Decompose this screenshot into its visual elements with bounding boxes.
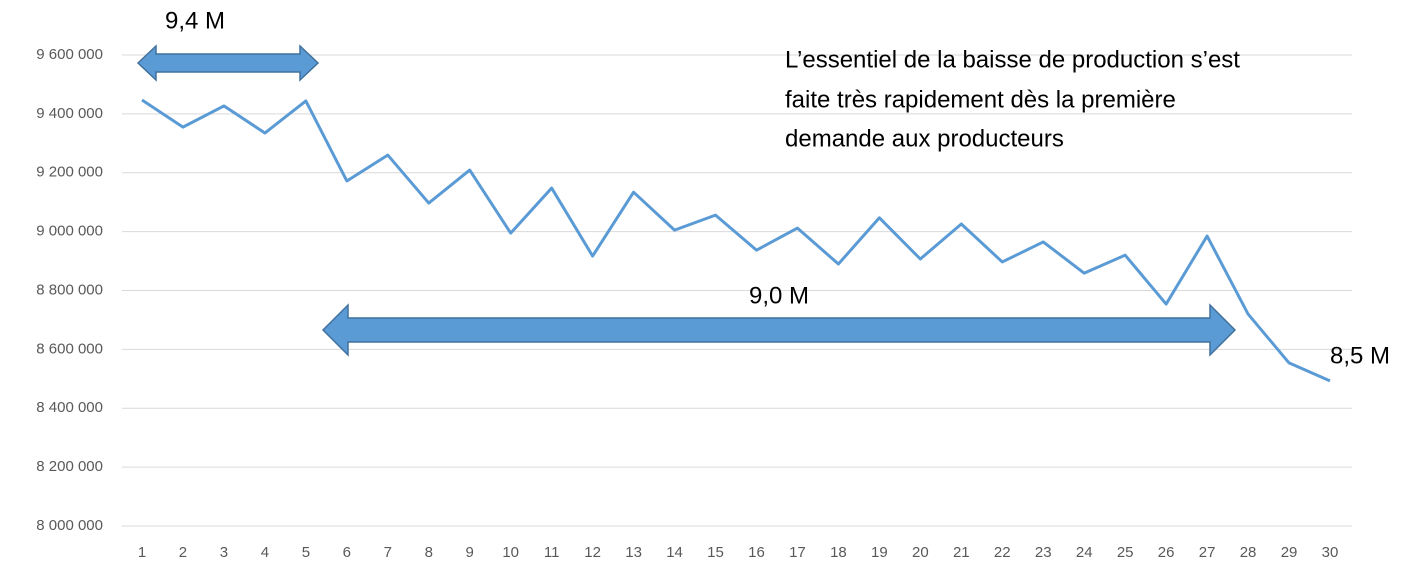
x-tick-label: 14 [666,544,683,561]
x-tick-label: 11 [544,544,560,561]
x-tick-label: 7 [384,544,392,561]
x-tick-label: 20 [912,544,929,561]
annotation: faite très rapidement dès la première [785,86,1176,113]
annotation: 9,4 M [165,7,225,34]
x-tick-label: 24 [1076,544,1093,561]
y-tick-label: 8 200 000 [36,458,103,475]
x-tick-label: 9 [466,544,474,561]
x-tick-label: 1 [138,544,146,561]
x-tick-label: 18 [830,544,847,561]
x-tick-label: 26 [1158,544,1175,561]
annotation: 9,0 M [749,282,809,309]
x-tick-label: 27 [1199,544,1216,561]
x-tick-label: 15 [707,544,724,561]
y-tick-label: 8 600 000 [36,340,103,357]
x-tick-label: 6 [343,544,351,561]
x-tick-label: 29 [1281,544,1298,561]
line-series [141,98,1331,383]
x-tick-label: 22 [994,544,1011,561]
x-tick-label: 23 [1035,544,1052,561]
arrow-range [321,303,1237,357]
x-tick-label: 12 [584,544,601,561]
x-tick-label: 21 [953,544,970,561]
x-tick-label: 5 [302,544,310,561]
y-tick-label: 8 400 000 [36,399,103,416]
annotation: L’essentiel de la baisse de production s… [785,46,1240,73]
annotation: 8,5 M [1330,342,1390,369]
x-tick-label: 30 [1322,544,1339,561]
x-tick-label: 8 [425,544,433,561]
y-tick-label: 9 000 000 [36,223,103,240]
x-tick-label: 3 [220,544,228,561]
y-tick-label: 8 800 000 [36,281,103,298]
x-tick-label: 25 [1117,544,1134,561]
x-tick-label: 17 [789,544,806,561]
x-tick-label: 28 [1240,544,1257,561]
grid [122,54,1352,527]
y-tick-label: 8 000 000 [36,517,103,534]
x-tick-label: 13 [625,544,642,561]
x-tick-label: 10 [502,544,519,561]
x-tick-label: 2 [179,544,187,561]
x-tick-label: 16 [748,544,765,561]
y-tick-label: 9 200 000 [36,164,103,181]
arrow-range [136,44,320,82]
x-tick-label: 4 [261,544,269,561]
x-tick-label: 19 [871,544,888,561]
y-tick-label: 9 400 000 [36,105,103,122]
y-tick-label: 9 600 000 [36,46,103,63]
annotation: demande aux producteurs [785,125,1064,152]
